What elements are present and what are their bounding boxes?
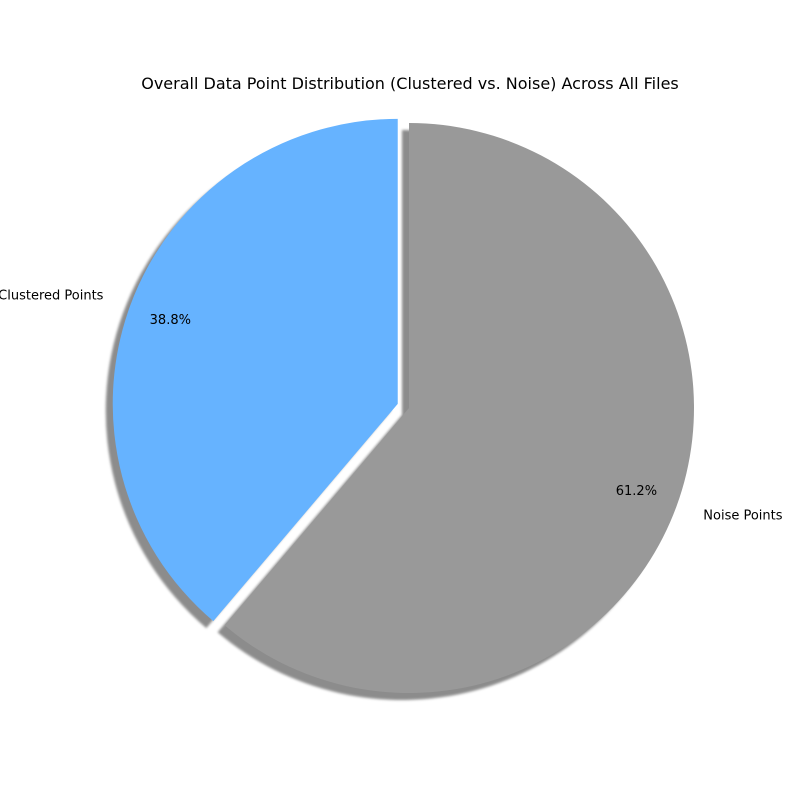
- slice-label-clustered-points: Clustered Points: [0, 288, 104, 303]
- slice-label-noise-points: Noise Points: [703, 509, 782, 524]
- chart-title: Overall Data Point Distribution (Cluster…: [141, 74, 679, 93]
- pie-slice-noise-points: [224, 123, 694, 693]
- slice-pct-label-clustered-points: 38.8%: [150, 313, 191, 328]
- slice-pct-label-noise-points: 61.2%: [616, 484, 657, 499]
- pie-labels: Clustered Points 38.8% Noise Points 61.2%: [0, 288, 783, 523]
- pie-slices: [112, 118, 694, 693]
- pie-slice-clustered-points: [112, 118, 398, 622]
